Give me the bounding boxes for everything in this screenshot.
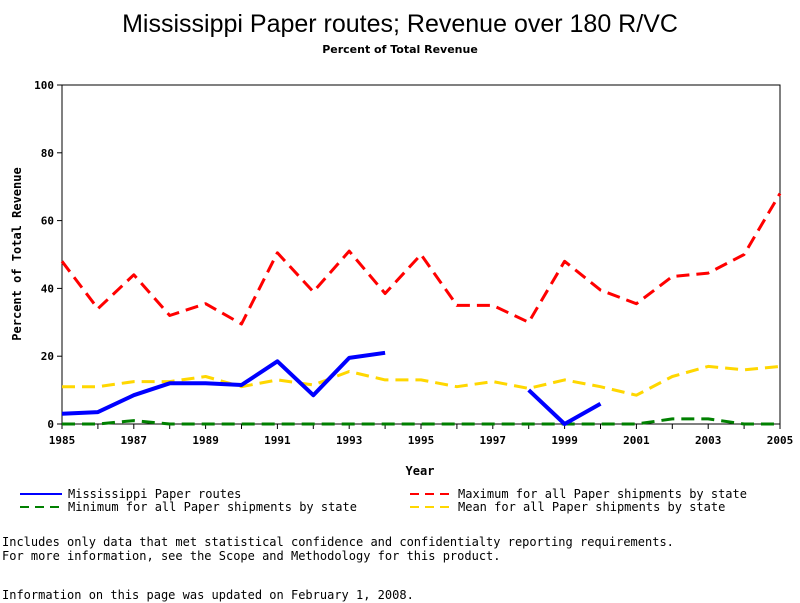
chart-subtitle: Percent of Total Revenue: [322, 43, 478, 56]
y-tick-label: 60: [41, 215, 54, 228]
x-axis-label: Year: [406, 464, 435, 478]
y-tick-label: 100: [34, 79, 54, 92]
x-tick-label: 1989: [192, 434, 219, 447]
x-axis: 1985 1987 1989 1991 1993 1995 1997 1999 2001 2003…: [49, 424, 794, 447]
chart-title: Mississippi Paper routes; Revenue over 1…: [122, 10, 678, 38]
x-tick-label: 1997: [480, 434, 507, 447]
x-tick-label: 2005: [767, 434, 794, 447]
x-tick-label: 1985: [49, 434, 76, 447]
x-tick-label: 1995: [408, 434, 435, 447]
note-line: For more information, see the Scope and …: [2, 548, 501, 563]
legend-label: Maximum for all Paper shipments by state: [458, 487, 747, 501]
y-tick-label: 80: [41, 147, 54, 160]
legend: Mississippi Paper routes Maximum for all …: [20, 487, 747, 514]
x-tick-label: 2003: [695, 434, 722, 447]
series-line-1: [60, 192, 782, 326]
x-tick-label: 1993: [336, 434, 363, 447]
x-tick-label: 2001: [623, 434, 650, 447]
legend-label: Mean for all Paper shipments by state: [458, 500, 725, 514]
y-axis: 0 20 40 60 80 100: [34, 79, 62, 431]
series-line-2: [62, 417, 780, 426]
series-layer: [60, 192, 782, 426]
note-line: Includes only data that met statistical …: [2, 535, 674, 549]
y-tick-label: 40: [41, 282, 54, 295]
update-note: Information on this page was updated on …: [2, 588, 414, 602]
x-tick-label: 1987: [121, 434, 148, 447]
legend-label: Mississippi Paper routes: [68, 487, 241, 501]
footnotes: Includes only data that met statistical …: [2, 535, 798, 603]
series-line-3: [62, 364, 781, 397]
y-axis-label: Percent of Total Revenue: [10, 167, 24, 340]
x-tick-label: 1999: [551, 434, 578, 447]
y-tick-label: 20: [41, 350, 54, 363]
legend-label: Minimum for all Paper shipments by state: [68, 500, 357, 514]
series-line-0: [61, 350, 602, 426]
plot-frame: [61, 84, 781, 425]
x-tick-label: 1991: [264, 434, 291, 447]
y-tick-label: 0: [47, 418, 54, 431]
